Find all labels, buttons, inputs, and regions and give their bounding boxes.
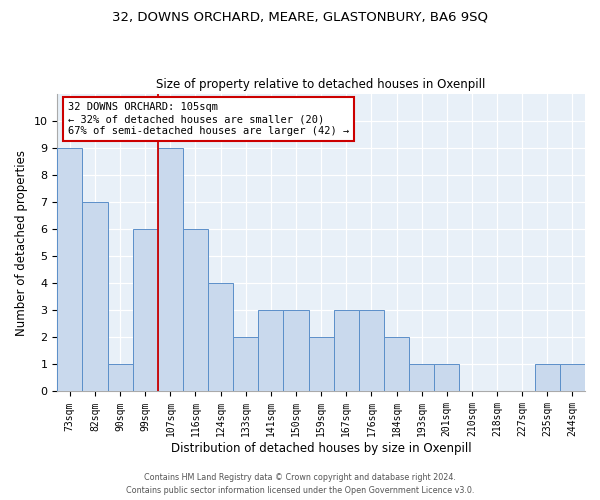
Bar (107, 364, 133, 392)
Bar (158, 148, 183, 392)
Bar (434, 364, 460, 392)
Text: 32, DOWNS ORCHARD, MEARE, GLASTONBURY, BA6 9SQ: 32, DOWNS ORCHARD, MEARE, GLASTONBURY, B… (112, 10, 488, 23)
Bar (334, 310, 359, 392)
Bar (133, 229, 158, 392)
Bar (308, 338, 334, 392)
Bar (233, 338, 259, 392)
Y-axis label: Number of detached properties: Number of detached properties (15, 150, 28, 336)
Bar (359, 310, 384, 392)
X-axis label: Distribution of detached houses by size in Oxenpill: Distribution of detached houses by size … (171, 442, 472, 455)
Bar (283, 310, 308, 392)
Bar (535, 364, 560, 392)
Bar (57, 148, 82, 392)
Bar (384, 338, 409, 392)
Bar (208, 283, 233, 392)
Bar (82, 202, 107, 392)
Bar (409, 364, 434, 392)
Bar (560, 364, 585, 392)
Text: Contains HM Land Registry data © Crown copyright and database right 2024.
Contai: Contains HM Land Registry data © Crown c… (126, 474, 474, 495)
Title: Size of property relative to detached houses in Oxenpill: Size of property relative to detached ho… (157, 78, 486, 91)
Bar (183, 229, 208, 392)
Text: 32 DOWNS ORCHARD: 105sqm
← 32% of detached houses are smaller (20)
67% of semi-d: 32 DOWNS ORCHARD: 105sqm ← 32% of detach… (68, 102, 349, 136)
Bar (259, 310, 283, 392)
